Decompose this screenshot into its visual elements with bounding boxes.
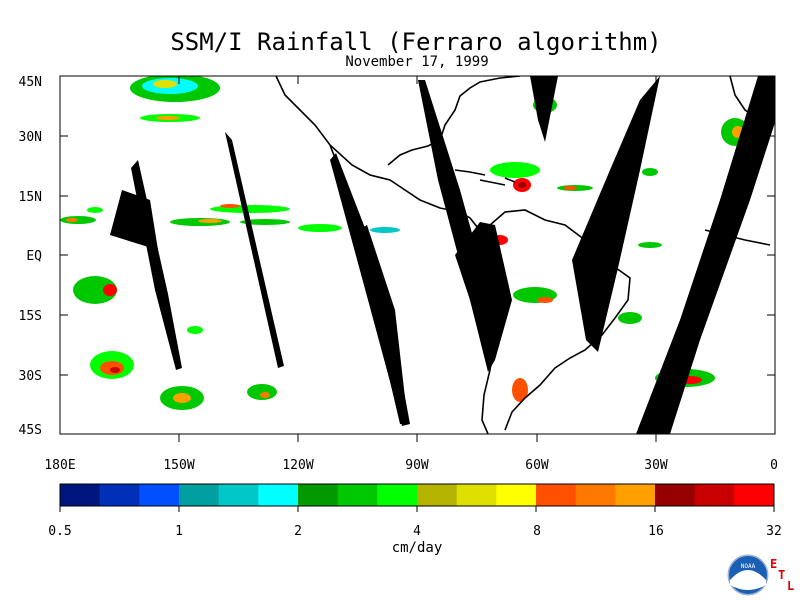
- etl-logo: E T L: [770, 557, 794, 593]
- rainfall-north-pacific: [130, 76, 220, 122]
- lat-label: 30S: [19, 369, 42, 384]
- etl-letter: T: [778, 568, 785, 582]
- colorbar-swatch: [536, 484, 577, 506]
- colorbar-swatch: [655, 484, 696, 506]
- lat-ticks: [60, 75, 775, 435]
- map-area: [60, 76, 775, 434]
- colorbar-label: 0.5: [48, 524, 71, 539]
- colorbar-label: 32: [766, 524, 782, 539]
- colorbar-swatch: [337, 484, 378, 506]
- colorbar-swatch: [496, 484, 537, 506]
- colorbar-swatch: [298, 484, 339, 506]
- colorbar-label: 8: [533, 524, 541, 539]
- colorbar-swatch: [456, 484, 497, 506]
- colorbar-labels: 0.5 1 2 4 8 16 32: [48, 524, 782, 539]
- colorbar-swatch: [60, 484, 101, 506]
- chart-title: SSM/I Rainfall (Ferraro algorithm): [170, 28, 662, 56]
- colorbar-swatch: [377, 484, 418, 506]
- etl-letter: L: [787, 579, 794, 593]
- lat-label: 45N: [19, 75, 42, 90]
- swath-gaps: [110, 76, 775, 434]
- colorbar-swatch: [575, 484, 616, 506]
- colorbar-label: 4: [413, 524, 421, 539]
- lat-label: EQ: [26, 249, 42, 264]
- lon-label: 0: [770, 458, 778, 473]
- lon-label: 30W: [644, 458, 668, 473]
- colorbar-swatch: [179, 484, 220, 506]
- lon-label: 60W: [525, 458, 549, 473]
- lon-label: 150W: [163, 458, 194, 473]
- colorbar-swatch: [258, 484, 299, 506]
- lat-label: 15N: [19, 190, 42, 205]
- colorbar-ticks: [59, 506, 775, 512]
- colorbar-label: 1: [175, 524, 183, 539]
- lon-label: 90W: [405, 458, 429, 473]
- lon-ticks: [178, 76, 657, 442]
- noaa-logo-text: NOAA: [741, 563, 756, 570]
- lat-label: 15S: [19, 309, 42, 324]
- colorbar-swatch: [139, 484, 180, 506]
- lon-labels: 180E 150W 120W 90W 60W 30W 0: [44, 458, 778, 473]
- lat-label: 30N: [19, 130, 42, 145]
- lat-labels: 45N 30N 15N EQ 15S 30S 45S: [19, 75, 43, 438]
- colorbar-swatch: [694, 484, 735, 506]
- colorbar-swatch: [99, 484, 140, 506]
- lon-label: 180E: [44, 458, 75, 473]
- colorbar: [59, 483, 775, 507]
- colorbar-label: 2: [294, 524, 302, 539]
- map-content: [60, 76, 775, 434]
- etl-letter: E: [770, 557, 777, 571]
- colorbar-swatch: [417, 484, 458, 506]
- colorbar-label: 16: [648, 524, 664, 539]
- colorbar-swatch: [615, 484, 656, 506]
- lon-label: 120W: [282, 458, 313, 473]
- units-label: cm/day: [391, 540, 443, 556]
- lat-label: 45S: [19, 423, 42, 438]
- colorbar-swatch: [734, 484, 775, 506]
- chart-subtitle: November 17, 1999: [345, 54, 489, 70]
- noaa-logo: NOAA: [727, 554, 769, 596]
- colorbar-swatch: [218, 484, 259, 506]
